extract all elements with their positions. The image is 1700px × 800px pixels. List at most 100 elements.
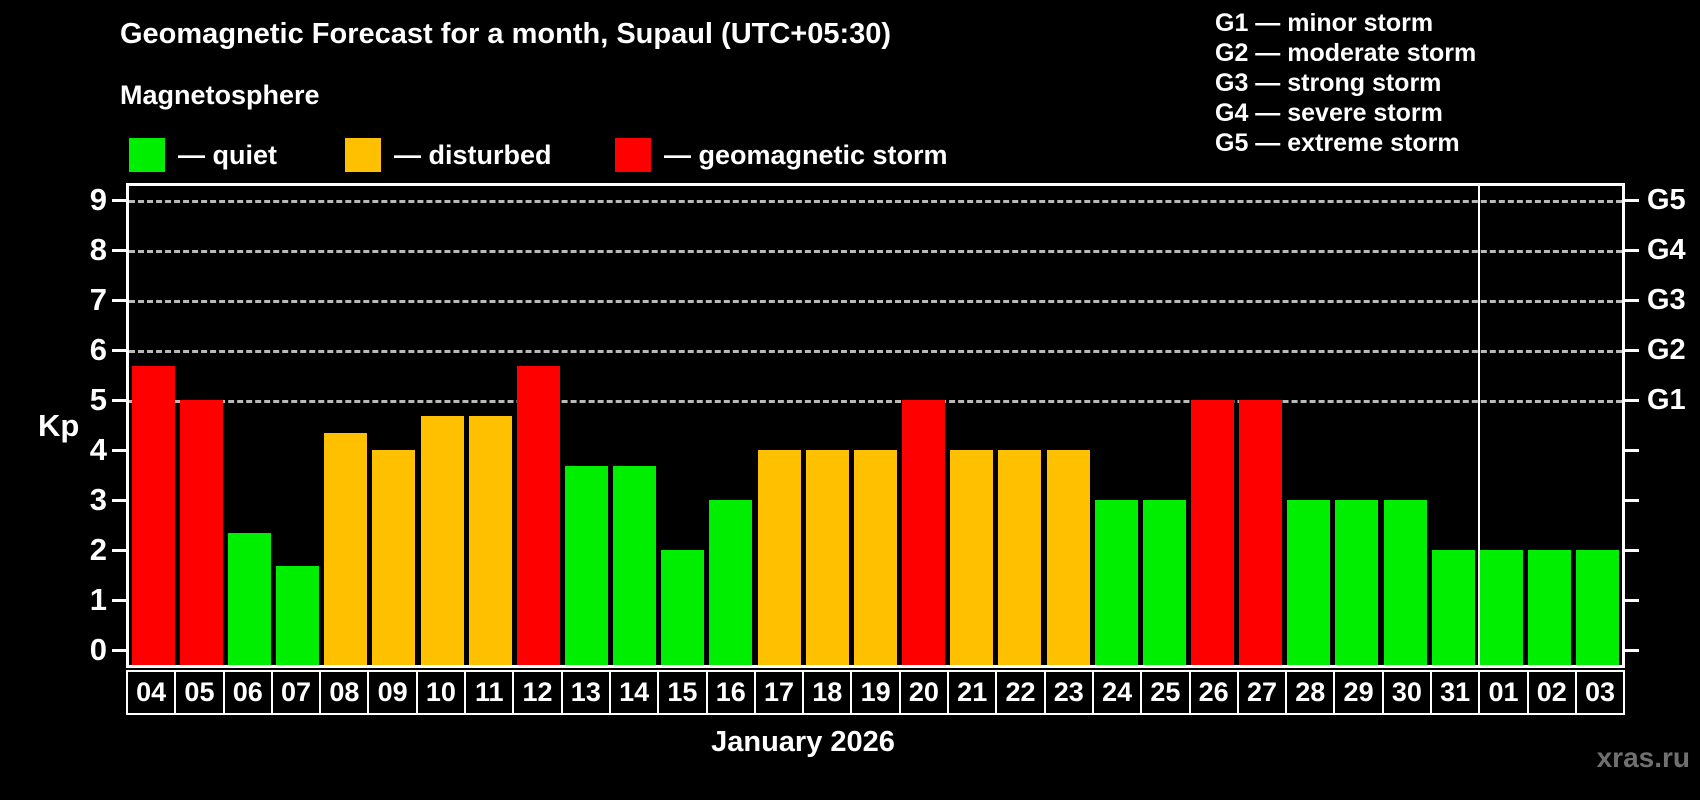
- bar-slot-11: [466, 186, 514, 665]
- chart-title: Geomagnetic Forecast for a month, Supaul…: [120, 18, 892, 50]
- bar-slot-08: [322, 186, 370, 665]
- date-label-02: 02: [1526, 670, 1577, 715]
- date-label-21: 21: [947, 670, 998, 715]
- bar-slot-02: [1526, 186, 1574, 665]
- date-label-19: 19: [850, 670, 901, 715]
- gridline-g1: [129, 400, 1622, 403]
- g-legend-line-g1: G1 — minor storm: [1215, 9, 1434, 37]
- date-label-23: 23: [1043, 670, 1094, 715]
- storm-swatch-icon: [615, 138, 651, 172]
- date-label-10: 10: [415, 670, 467, 715]
- kp-bar-08: [324, 433, 368, 665]
- right-tick-0: [1625, 649, 1639, 652]
- kp-bar-07: [276, 566, 320, 665]
- y-axis-label-kp: Kp: [38, 408, 80, 443]
- left-tick-0: [112, 649, 126, 652]
- date-label-17: 17: [753, 670, 805, 715]
- bar-slot-25: [1140, 186, 1188, 665]
- kp-bar-18: [805, 450, 849, 665]
- left-tick-7: [112, 299, 126, 302]
- g-tick-label-g5: G5: [1647, 184, 1686, 216]
- bar-slot-31: [1429, 186, 1477, 665]
- kp-bar-01: [1479, 550, 1523, 665]
- y-tick-label-5: 5: [89, 382, 107, 417]
- right-tick-7: [1625, 299, 1639, 302]
- date-label-25: 25: [1140, 670, 1191, 715]
- g-legend-line-g5: G5 — extreme storm: [1215, 129, 1460, 157]
- kp-bar-17: [757, 450, 801, 665]
- g-tick-label-g1: G1: [1647, 384, 1686, 416]
- legend-label-disturbed: — disturbed: [394, 139, 552, 170]
- kp-bar-28: [1287, 500, 1331, 665]
- bars-container: [129, 186, 1622, 665]
- y-tick-label-3: 3: [89, 482, 107, 517]
- right-tick-4: [1625, 449, 1639, 452]
- bar-slot-17: [755, 186, 803, 665]
- bar-slot-01: [1477, 186, 1525, 665]
- date-label-13: 13: [560, 670, 611, 715]
- legend-item-quiet: — quiet: [129, 136, 277, 174]
- bar-slot-19: [851, 186, 899, 665]
- gridline-g4: [129, 250, 1622, 253]
- right-tick-5: [1625, 399, 1639, 402]
- bar-slot-07: [273, 186, 321, 665]
- bar-slot-16: [707, 186, 755, 665]
- date-label-05: 05: [174, 670, 225, 715]
- kp-bar-03: [1576, 550, 1620, 665]
- left-tick-8: [112, 249, 126, 252]
- bar-slot-23: [1044, 186, 1092, 665]
- bar-slot-29: [1333, 186, 1381, 665]
- kp-bar-13: [564, 466, 608, 665]
- bar-slot-13: [562, 186, 610, 665]
- kp-bar-09: [372, 450, 416, 665]
- y-tick-label-1: 1: [89, 582, 107, 617]
- right-tick-6: [1625, 349, 1639, 352]
- quiet-swatch-icon: [129, 138, 165, 172]
- date-label-04: 04: [126, 670, 177, 715]
- bar-slot-18: [803, 186, 851, 665]
- left-tick-5: [112, 399, 126, 402]
- kp-bar-05: [179, 400, 223, 665]
- disturbed-swatch-icon: [345, 138, 381, 172]
- date-label-20: 20: [898, 670, 950, 715]
- gridline-g2: [129, 350, 1622, 353]
- bar-slot-20: [900, 186, 948, 665]
- left-tick-1: [112, 599, 126, 602]
- legend-item-storm: — geomagnetic storm: [615, 136, 948, 174]
- bar-slot-12: [514, 186, 562, 665]
- right-tick-9: [1625, 199, 1639, 202]
- kp-bar-12: [516, 366, 560, 665]
- kp-bar-24: [1094, 500, 1138, 665]
- kp-bar-29: [1335, 500, 1379, 665]
- kp-bar-21: [950, 450, 994, 665]
- watermark-text: xras.ru: [1596, 742, 1690, 773]
- date-label-06: 06: [222, 670, 273, 715]
- g-tick-label-g4: G4: [1647, 234, 1686, 266]
- kp-bar-04: [131, 366, 175, 665]
- date-label-29: 29: [1333, 670, 1384, 715]
- date-label-22: 22: [995, 670, 1046, 715]
- right-tick-1: [1625, 599, 1639, 602]
- kp-bar-10: [420, 416, 464, 665]
- left-tick-9: [112, 199, 126, 202]
- kp-bar-chart-plot-area: 0 1 2 3 4 5 6 7 8 9 G1 G2 G3 G4 G5: [90, 183, 1686, 668]
- y-tick-label-8: 8: [89, 232, 107, 267]
- kp-bar-11: [468, 416, 512, 665]
- y-tick-label-9: 9: [89, 182, 107, 217]
- y-tick-label-7: 7: [89, 282, 107, 317]
- kp-bar-26: [1191, 400, 1235, 665]
- month-separator-line: [1477, 186, 1480, 665]
- left-tick-4: [112, 449, 126, 452]
- kp-bar-20: [902, 400, 946, 665]
- left-tick-2: [112, 549, 126, 552]
- kp-bar-15: [661, 550, 705, 665]
- kp-bar-30: [1383, 500, 1427, 665]
- g-legend-line-g4: G4 — severe storm: [1215, 99, 1443, 127]
- y-tick-label-0: 0: [89, 632, 107, 667]
- bar-slot-06: [225, 186, 273, 665]
- date-label-08: 08: [319, 670, 370, 715]
- date-label-26: 26: [1188, 670, 1239, 715]
- kp-bar-31: [1431, 550, 1475, 665]
- legend-item-disturbed: — disturbed: [345, 136, 552, 174]
